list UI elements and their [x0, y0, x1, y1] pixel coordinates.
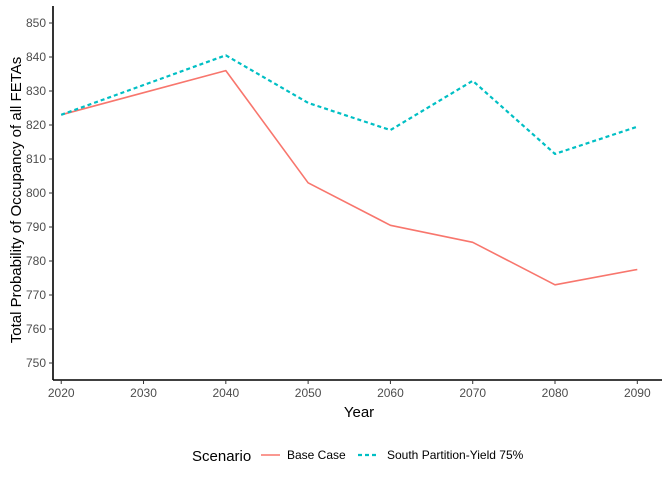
y-tick-label: 840 — [26, 50, 46, 64]
series-lines — [60, 54, 638, 286]
series-line-base-case — [60, 69, 638, 286]
y-tick-label: 850 — [26, 16, 46, 30]
x-tick-label: 2040 — [212, 386, 239, 400]
x-tick-label: 2020 — [48, 386, 75, 400]
x-axis-label: Year — [344, 404, 374, 421]
x-tick-label: 2030 — [130, 386, 157, 400]
y-tick-label: 750 — [26, 356, 46, 370]
x-axis: 2020 2030 2040 2050 2060 2070 2080 2090 — [48, 379, 662, 400]
y-axis: 750 760 770 780 790 800 810 820 830 840 850 — [26, 6, 54, 380]
legend-label-south-partition: South Partition-Yield 75% — [387, 448, 524, 462]
y-tick-label: 830 — [26, 84, 46, 98]
y-tick-label: 820 — [26, 118, 46, 132]
x-tick-label: 2060 — [377, 386, 404, 400]
y-tick-label: 770 — [26, 288, 46, 302]
y-tick-label: 800 — [26, 186, 46, 200]
legend-label-base-case: Base Case — [287, 448, 346, 462]
x-tick-label: 2070 — [459, 386, 486, 400]
y-tick-label: 760 — [26, 322, 46, 336]
x-tick-label: 2090 — [624, 386, 651, 400]
y-axis-label: Total Probability of Occupancy of all FE… — [8, 57, 25, 344]
y-tick-label: 780 — [26, 254, 46, 268]
y-tick-label: 810 — [26, 152, 46, 166]
x-tick-label: 2050 — [295, 386, 322, 400]
legend-title: Scenario — [192, 448, 251, 465]
x-tick-label: 2080 — [542, 386, 569, 400]
y-tick-label: 790 — [26, 220, 46, 234]
legend: Scenario Base Case South Partition-Yield… — [192, 448, 524, 465]
series-line-south-partition — [60, 54, 638, 155]
